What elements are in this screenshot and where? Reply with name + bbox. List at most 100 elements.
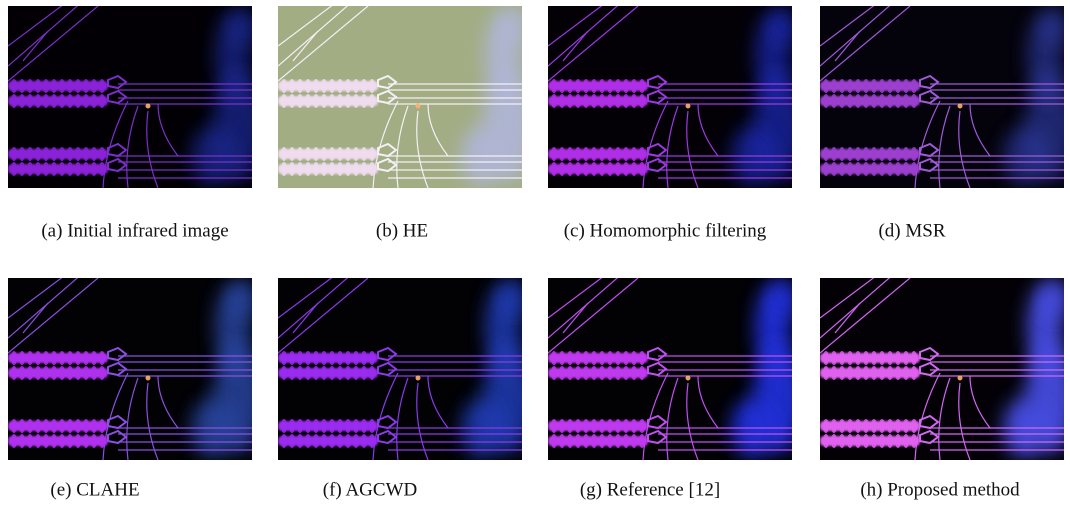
insulator-disc	[99, 366, 105, 380]
insulator-disc	[551, 434, 557, 448]
insulator-disc	[289, 419, 295, 433]
insulator-disc	[567, 162, 573, 176]
insulator-disc	[43, 351, 49, 365]
image-panel	[548, 273, 803, 460]
insulator-disc	[19, 351, 25, 365]
insulator-disc	[911, 419, 917, 433]
insulator-disc	[297, 94, 303, 108]
insulator-disc	[847, 419, 853, 433]
insulator-disc	[599, 366, 605, 380]
caption: (a) Initial infrared image	[41, 220, 228, 241]
insulator-disc	[35, 94, 41, 108]
insulator-disc	[847, 366, 853, 380]
insulator-disc	[871, 94, 877, 108]
insulator-disc	[67, 94, 73, 108]
insulator-disc	[607, 79, 613, 93]
insulator-disc	[631, 162, 637, 176]
insulator-disc	[871, 419, 877, 433]
insulator-disc	[575, 434, 581, 448]
insulator-disc	[43, 366, 49, 380]
insulator-disc	[615, 162, 621, 176]
insulator-disc	[823, 162, 829, 176]
insulator-disc	[337, 147, 343, 161]
insulator-disc	[369, 147, 375, 161]
insulator-disc	[99, 94, 105, 108]
insulator-disc	[369, 94, 375, 108]
insulator-disc	[623, 351, 629, 365]
insulator-disc	[871, 366, 877, 380]
insulator-disc	[911, 94, 917, 108]
insulator-disc	[35, 419, 41, 433]
insulator-disc	[361, 351, 367, 365]
insulator-disc	[345, 162, 351, 176]
insulator-disc	[575, 147, 581, 161]
insulator-disc	[639, 366, 645, 380]
insulator-disc	[369, 79, 375, 93]
insulator-disc	[305, 162, 311, 176]
insulator-disc	[75, 351, 81, 365]
insulator-disc	[623, 94, 629, 108]
insulator-disc	[895, 147, 901, 161]
insulator-disc	[35, 79, 41, 93]
insulator-disc	[329, 94, 335, 108]
insulator-disc	[329, 79, 335, 93]
insulator-disc	[19, 434, 25, 448]
insulator-disc	[887, 366, 893, 380]
insulator-disc	[583, 162, 589, 176]
insulator-disc	[43, 162, 49, 176]
insulator-disc	[839, 351, 845, 365]
insulator-disc	[823, 419, 829, 433]
insulator-disc	[11, 351, 17, 365]
insulator-disc	[91, 366, 97, 380]
insulator-disc	[67, 419, 73, 433]
insulator-disc	[823, 94, 829, 108]
insulator-disc	[903, 366, 909, 380]
insulator-disc	[305, 147, 311, 161]
insulator-disc	[551, 351, 557, 365]
hot-spot	[958, 104, 963, 109]
insulator-disc	[559, 147, 565, 161]
insulator-disc	[855, 94, 861, 108]
smoke	[771, 6, 795, 46]
insulator-disc	[559, 79, 565, 93]
insulator-disc	[567, 419, 573, 433]
insulator-disc	[639, 79, 645, 93]
insulator-disc	[559, 162, 565, 176]
insulator-disc	[639, 162, 645, 176]
insulator-disc	[631, 79, 637, 93]
insulator-disc	[83, 94, 89, 108]
insulator-disc	[83, 79, 89, 93]
insulator-disc	[607, 434, 613, 448]
insulator-disc	[19, 147, 25, 161]
insulator-disc	[599, 162, 605, 176]
insulator-disc	[615, 434, 621, 448]
insulator-disc	[321, 94, 327, 108]
insulator-disc	[631, 147, 637, 161]
hot-spot	[686, 104, 691, 109]
caption: (h) Proposed method	[860, 479, 1020, 500]
insulator-disc	[337, 419, 343, 433]
insulator-disc	[345, 351, 351, 365]
insulator-disc	[51, 351, 57, 365]
insulator-disc	[863, 351, 869, 365]
insulator-disc	[551, 366, 557, 380]
insulator-disc	[43, 94, 49, 108]
insulator-disc	[871, 434, 877, 448]
insulator-disc	[599, 434, 605, 448]
insulator-disc	[99, 147, 105, 161]
insulator-disc	[583, 94, 589, 108]
insulator-disc	[75, 162, 81, 176]
insulator-disc	[35, 434, 41, 448]
hot-spot	[686, 376, 691, 381]
insulator-disc	[75, 79, 81, 93]
insulator-disc	[321, 419, 327, 433]
insulator-disc	[559, 351, 565, 365]
insulator-disc	[887, 434, 893, 448]
insulator-disc	[361, 434, 367, 448]
insulator-disc	[91, 419, 97, 433]
insulator-disc	[575, 351, 581, 365]
insulator-disc	[575, 366, 581, 380]
insulator-disc	[559, 366, 565, 380]
insulator-disc	[43, 434, 49, 448]
insulator-disc	[353, 434, 359, 448]
